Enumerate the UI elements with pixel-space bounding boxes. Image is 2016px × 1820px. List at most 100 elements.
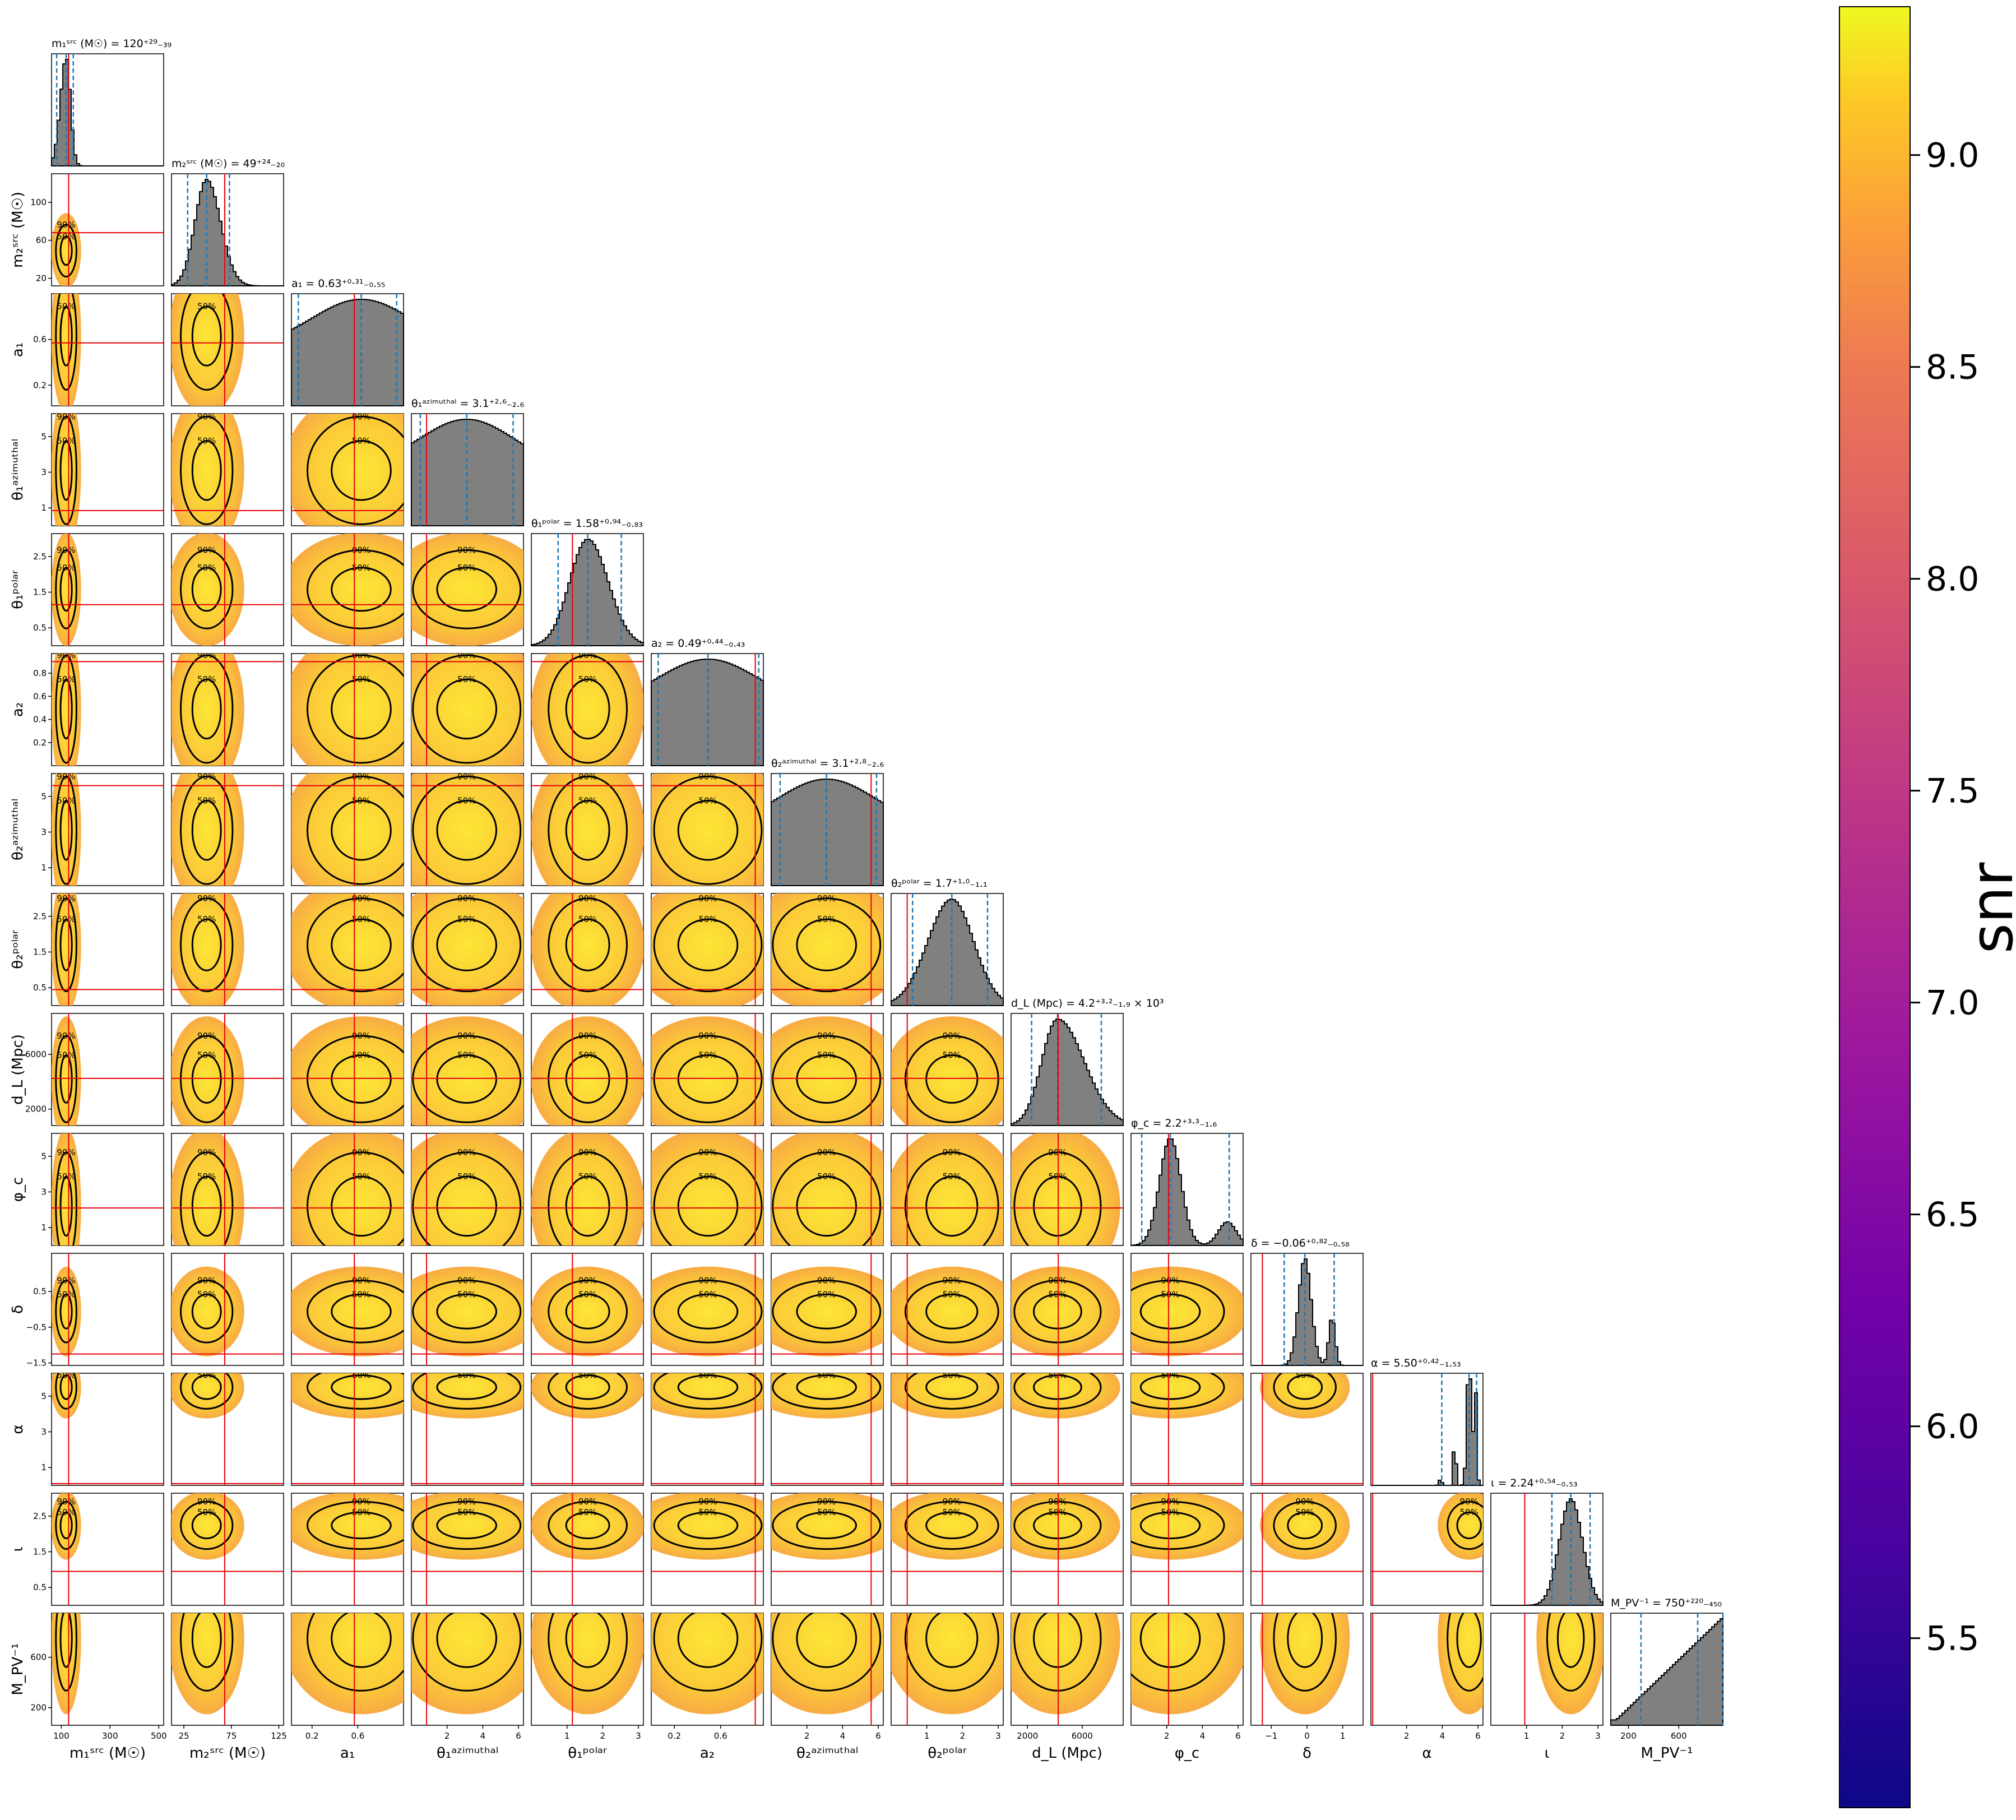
scatter-m2-theta1pol: 90% 50% <box>171 533 284 646</box>
contour-label-50: 50% <box>457 674 476 684</box>
y-tick-label: 1.5 <box>33 1546 47 1557</box>
x-axis-label-delta: δ <box>1303 1745 1311 1762</box>
contour-50 <box>331 567 392 612</box>
contour-50 <box>677 918 739 971</box>
contour-90 <box>179 897 234 993</box>
x-tick-label: 1 <box>564 1731 570 1741</box>
density-area: 90%50% <box>172 1133 284 1245</box>
contour-label-90: 90% <box>457 893 476 904</box>
x-tick-label: 6 <box>1475 1731 1481 1741</box>
density-area: 90%50% <box>531 1613 643 1725</box>
y-axis-m2: 20 60 100 m₂ˢʳᶜ (M☉) <box>10 192 52 283</box>
density-cloud <box>1438 1613 1483 1715</box>
density-cloud <box>172 1373 244 1419</box>
contour-50 <box>191 305 222 367</box>
histogram-phic: φ_c = 2.2⁺³·³₋₁.₆ <box>1130 1117 1244 1246</box>
y-tick-label: 0.6 <box>33 691 47 701</box>
density-cloud <box>891 1016 1003 1126</box>
density-cloud <box>411 893 523 1006</box>
histogram-m2: m₂ˢʳᶜ (M☉) = 49⁺²⁴₋₂₀ <box>171 158 285 286</box>
contour-90 <box>1131 1613 1225 1692</box>
histogram-bars <box>1011 1018 1124 1126</box>
contour-50 <box>59 1511 73 1540</box>
contour-50 <box>436 567 498 612</box>
contour-90 <box>904 1373 999 1410</box>
x-tick-label: 4 <box>1200 1731 1206 1741</box>
y-tick-label: 5 <box>41 432 47 442</box>
scatter-a2-alpha: 90%50% <box>651 1373 764 1486</box>
scatter-m2-phic: 90% 50% <box>171 1133 284 1246</box>
contour-50 <box>1139 1293 1201 1330</box>
scatter-m2-dL: 90% 50% <box>171 1013 284 1126</box>
contour-label-90: 90% <box>457 771 476 781</box>
contour-90 <box>412 1151 522 1245</box>
contour-label-50: 50% <box>57 674 75 684</box>
colorbar-label: snr <box>1958 862 2016 953</box>
contour-90 <box>307 1280 404 1344</box>
contour-label-50: 50% <box>57 563 75 573</box>
y-tick-label: 600 <box>30 1652 47 1662</box>
contour-label-90: 90% <box>1161 1497 1179 1507</box>
contour-label-50: 50% <box>57 914 75 924</box>
contour-label-50: 50% <box>197 302 216 312</box>
scatter-m1-MPV: 90%50% <box>51 1613 164 1726</box>
contour-50 <box>59 305 73 367</box>
colorbar-tick-label: 5.5 <box>1926 1619 1979 1659</box>
scatter-m2-theta1az: 90% 50% <box>171 413 284 526</box>
histogram-theta1pol: θ₁ᵖᵒˡᵃʳ = 1.58⁺⁰·⁹⁴₋₀.₈₃ <box>531 517 644 646</box>
contour-90 <box>412 549 522 629</box>
scatter-m1-alpha: 90%50% <box>51 1373 164 1486</box>
y-axis-label-delta: δ <box>10 1305 26 1314</box>
y-axis-label-theta1pol: θ₁ᵖᵒˡᵃʳ <box>10 570 26 609</box>
contour-50 <box>331 1374 392 1400</box>
density-cloud <box>172 1016 244 1126</box>
y-axis-label-theta1az: θ₁ᵃᶻⁱᵐᵘᵗʰᵃˡ <box>10 439 26 501</box>
density-cloud <box>52 774 81 886</box>
contour-label-50: 50% <box>352 436 370 446</box>
scatter-theta1pol-MPV: 90%50% <box>531 1613 644 1726</box>
x-tick-label: 100 <box>53 1731 69 1741</box>
contour-50 <box>1139 1374 1201 1400</box>
scatter-theta1pol-alpha: 90%50% <box>531 1373 644 1486</box>
contour-label-50: 50% <box>1296 1507 1314 1517</box>
y-tick-label: 0.5 <box>33 1286 47 1296</box>
contour-90 <box>653 1035 763 1123</box>
contour-label-90: 90% <box>578 650 597 660</box>
contour-label-50: 50% <box>457 914 476 924</box>
density-cloud <box>531 1016 643 1126</box>
contour-50 <box>796 1511 858 1540</box>
contour-50 <box>191 567 222 612</box>
x-axis-label-iota: ι <box>1545 1745 1550 1762</box>
density-area: 90%50% <box>1251 1373 1363 1485</box>
contour-label-50: 50% <box>352 563 370 573</box>
y-axis-label-a1: a₁ <box>10 342 26 357</box>
scatter-dL-MPV: 90%50% <box>1011 1613 1124 1726</box>
density-cloud <box>172 414 244 526</box>
scatter-phic-delta: 90%50% <box>1130 1253 1244 1366</box>
contour-label-90: 90% <box>57 1497 75 1507</box>
scatter-iota-MPV: 90%50% <box>1490 1613 1603 1726</box>
contour-90 <box>412 1280 522 1344</box>
contour-50 <box>191 1613 222 1668</box>
scatter-theta1pol-dL: 90% 50% <box>531 1013 644 1126</box>
contour-50 <box>565 1293 610 1330</box>
contour-label-90: 90% <box>698 1276 717 1286</box>
density-area: 90%50% <box>291 654 404 766</box>
scatter-dL-delta: 90%50% <box>1011 1253 1124 1366</box>
contour-90 <box>55 775 77 885</box>
density-area: 90%50% <box>651 1613 763 1725</box>
contour-90 <box>55 1035 77 1123</box>
density-cloud <box>531 1613 643 1715</box>
contour-50 <box>1556 1613 1585 1668</box>
contour-50 <box>331 1613 392 1668</box>
scatter-a2-iota: 90%50% <box>651 1493 764 1606</box>
contour-label-90: 90% <box>817 1276 836 1286</box>
density-cloud <box>651 893 763 1006</box>
density-area: 90%50% <box>411 1373 523 1485</box>
contour-label-50: 50% <box>1048 1171 1067 1182</box>
x-axis-m2: 25 75 125 m₂ˢʳᶜ (M☉) <box>178 1725 287 1762</box>
contour-label-50: 50% <box>1459 1507 1478 1517</box>
contour-90 <box>412 1373 522 1410</box>
y-axis-label-theta2pol: θ₂ᵖᵒˡᵃʳ <box>10 930 26 969</box>
